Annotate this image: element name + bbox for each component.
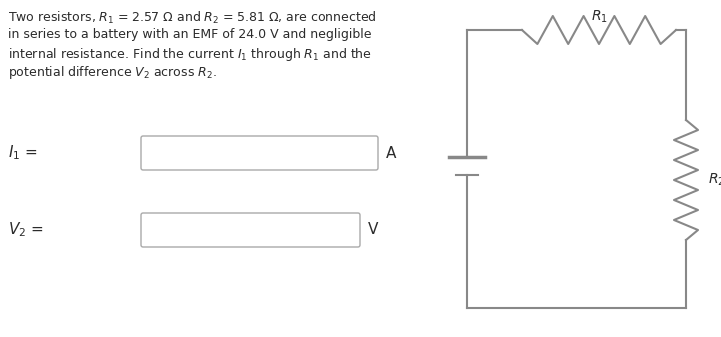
Text: Two resistors, $R_1$ = 2.57 Ω and $R_2$ = 5.81 Ω, are connected: Two resistors, $R_1$ = 2.57 Ω and $R_2$ … [8, 10, 377, 26]
Text: $I_1$ =: $I_1$ = [8, 144, 37, 162]
Text: A: A [386, 146, 397, 160]
Text: V: V [368, 222, 379, 238]
Text: $R_1$: $R_1$ [590, 9, 608, 25]
Text: potential difference $V_2$ across $R_2$.: potential difference $V_2$ across $R_2$. [8, 64, 217, 81]
Text: $R_2$: $R_2$ [708, 172, 721, 188]
Text: in series to a battery with an EMF of 24.0 V and negligible: in series to a battery with an EMF of 24… [8, 28, 371, 41]
Text: internal resistance. Find the current $I_1$ through $R_1$ and the: internal resistance. Find the current $I… [8, 46, 372, 63]
FancyBboxPatch shape [141, 213, 360, 247]
FancyBboxPatch shape [141, 136, 378, 170]
Text: $V_2$ =: $V_2$ = [8, 221, 44, 239]
